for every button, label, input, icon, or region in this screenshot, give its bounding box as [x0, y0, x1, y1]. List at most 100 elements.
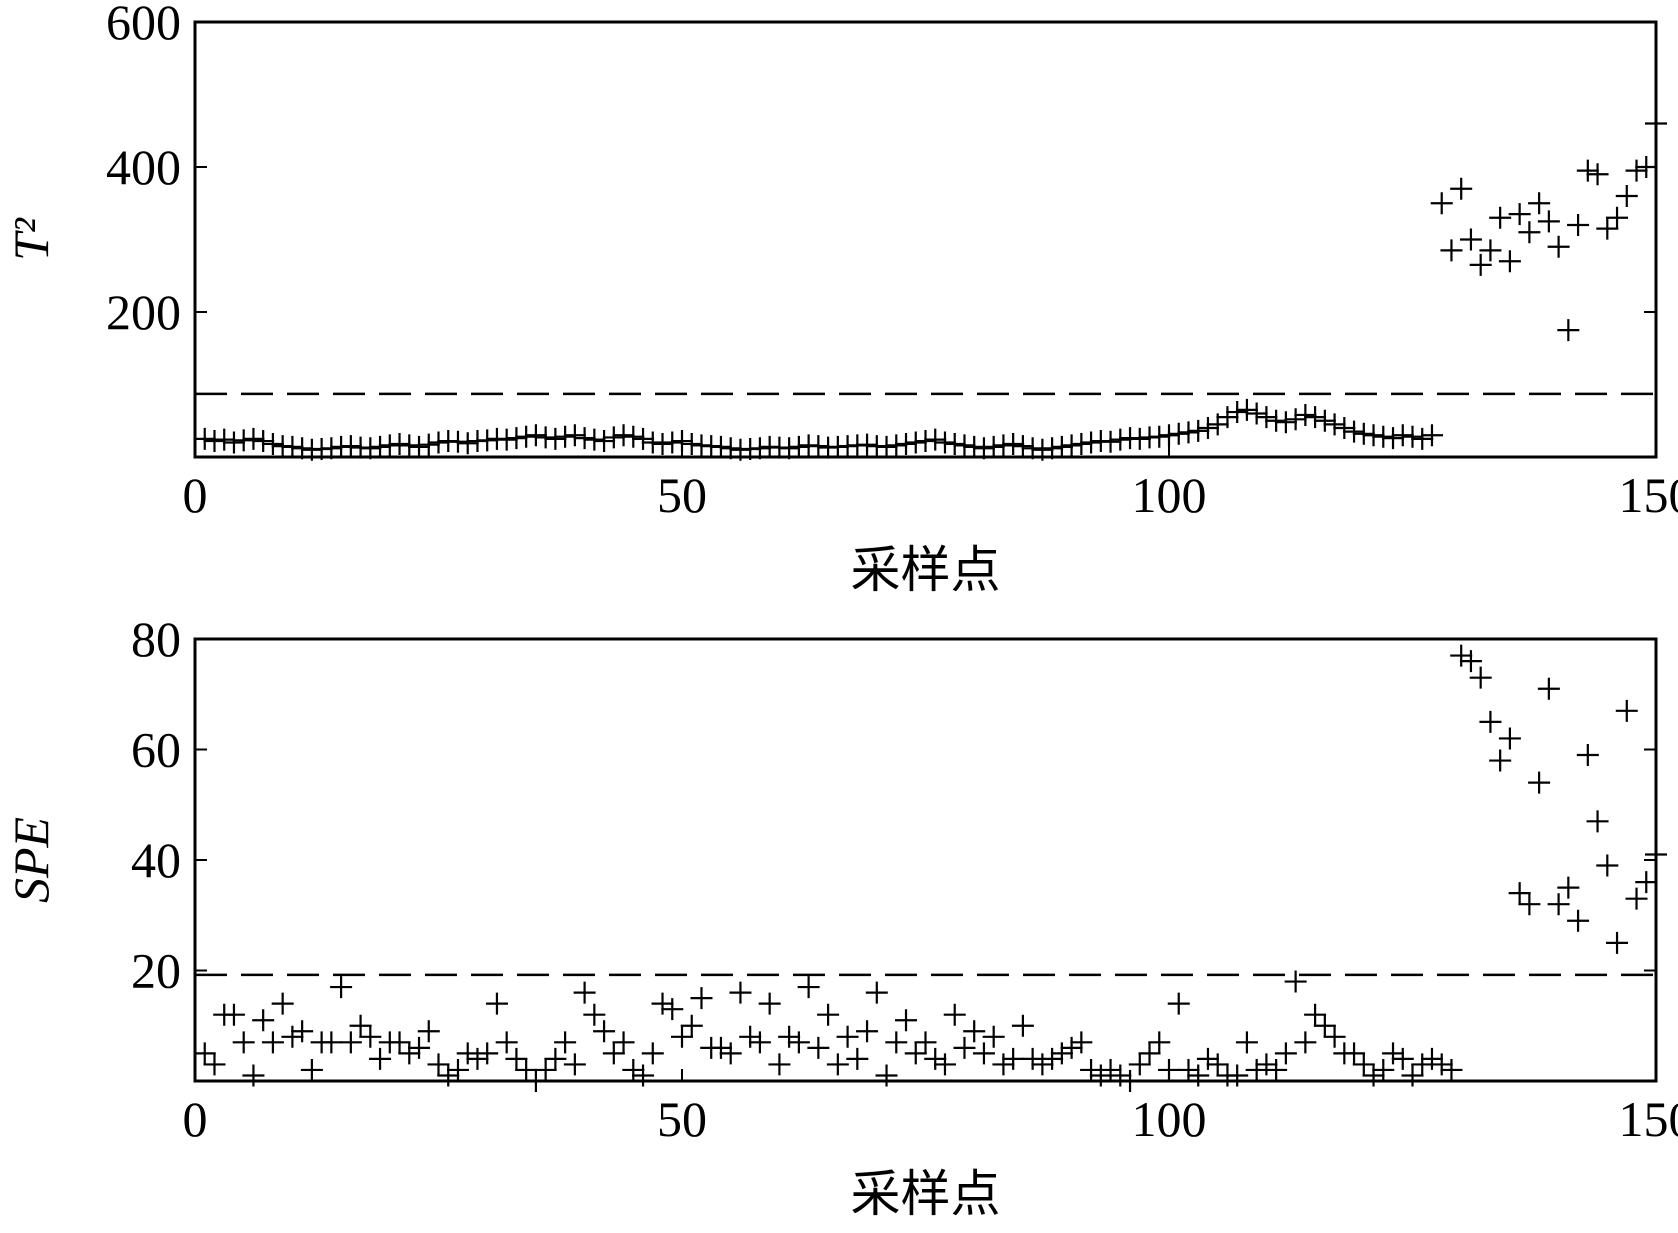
x-tick-label: 50	[657, 467, 707, 523]
y-axis-label: SPE	[3, 817, 59, 903]
data-point	[1352, 422, 1375, 445]
data-point	[1119, 1070, 1142, 1092]
data-point	[1011, 435, 1034, 458]
data-point	[1625, 887, 1648, 910]
data-point	[875, 435, 898, 458]
data-point	[972, 1042, 995, 1065]
data-point	[1382, 1042, 1405, 1065]
data-point	[1060, 1036, 1083, 1059]
data-point	[1041, 437, 1064, 460]
data-point	[417, 433, 440, 456]
data-point	[778, 1025, 801, 1048]
data-point	[1508, 203, 1531, 226]
plot-frame	[193, 637, 1658, 1083]
data-point	[933, 1053, 956, 1076]
data-point	[924, 1047, 947, 1070]
data-point	[1508, 882, 1531, 905]
data-point	[378, 434, 401, 457]
data-point	[885, 1031, 908, 1054]
data-point	[1128, 427, 1151, 450]
data-point	[602, 1042, 625, 1065]
data-point	[963, 1020, 986, 1043]
data-point	[232, 429, 255, 452]
data-point	[1109, 1064, 1132, 1087]
data-point	[1323, 1025, 1346, 1048]
data-point	[1216, 406, 1239, 429]
data-point	[1158, 424, 1180, 447]
data-point	[875, 1064, 898, 1087]
data-point	[349, 1014, 372, 1037]
data-point	[739, 1025, 762, 1048]
data-point	[339, 435, 362, 458]
data-point	[719, 1042, 742, 1065]
data-point	[1430, 1053, 1453, 1076]
data-point	[1158, 1058, 1180, 1081]
data-point	[320, 1031, 343, 1054]
data-point	[1547, 235, 1570, 258]
data-point	[885, 434, 908, 457]
x-axis-label: 采样点	[851, 541, 1001, 599]
data-point	[1469, 253, 1492, 276]
data-point	[1294, 403, 1317, 426]
data-point	[1401, 425, 1424, 448]
data-point	[1576, 159, 1599, 182]
data-point	[476, 429, 499, 452]
y-tick-label: 40	[131, 832, 181, 888]
data-point	[1537, 210, 1560, 233]
data-point	[1265, 1058, 1288, 1081]
data-point	[573, 981, 596, 1004]
data-point	[690, 987, 713, 1010]
data-point	[1196, 1047, 1219, 1070]
data-point	[505, 427, 528, 450]
data-point	[671, 1025, 693, 1048]
data-point	[485, 992, 508, 1015]
data-point	[1479, 239, 1502, 262]
data-point	[1498, 250, 1521, 273]
data-point	[515, 425, 538, 448]
data-point	[758, 992, 781, 1015]
data-point	[622, 425, 645, 448]
data-point	[1050, 1042, 1073, 1065]
data-point	[1382, 427, 1405, 450]
y-tick-label: 200	[106, 284, 181, 340]
data-point	[1420, 1047, 1443, 1070]
data-point	[1089, 1064, 1112, 1087]
data-point	[222, 431, 245, 454]
data-point	[982, 1025, 1005, 1048]
data-point	[1528, 771, 1551, 794]
data-point	[651, 432, 674, 455]
data-point	[1313, 1014, 1336, 1037]
data-point	[1226, 1064, 1249, 1087]
data-point	[1031, 1053, 1054, 1076]
data-point	[1498, 727, 1521, 750]
data-point	[291, 437, 314, 460]
data-point	[1489, 749, 1512, 772]
data-point	[563, 424, 586, 447]
data-point	[1128, 1053, 1151, 1076]
data-point	[1245, 1058, 1268, 1081]
data-point	[320, 437, 343, 460]
data-point	[924, 428, 947, 451]
plot-frame	[193, 20, 1658, 459]
y-axis-label: T²	[3, 217, 59, 261]
data-point	[661, 998, 684, 1021]
data-point	[1440, 1058, 1463, 1081]
data-point	[904, 431, 927, 454]
data-point	[1537, 677, 1560, 700]
data-point	[1391, 1047, 1414, 1070]
data-point	[281, 435, 304, 458]
data-point	[1313, 409, 1336, 432]
data-point	[1148, 1031, 1171, 1054]
data-point	[1099, 430, 1122, 453]
data-point	[953, 1036, 976, 1059]
data-point	[1050, 435, 1073, 458]
data-point	[427, 1053, 450, 1076]
data-point	[972, 437, 995, 460]
data-point	[1265, 409, 1288, 432]
data-point	[709, 435, 732, 458]
data-point	[193, 1042, 216, 1065]
data-point	[1284, 408, 1307, 431]
data-point	[495, 428, 518, 451]
data-point	[583, 428, 606, 451]
